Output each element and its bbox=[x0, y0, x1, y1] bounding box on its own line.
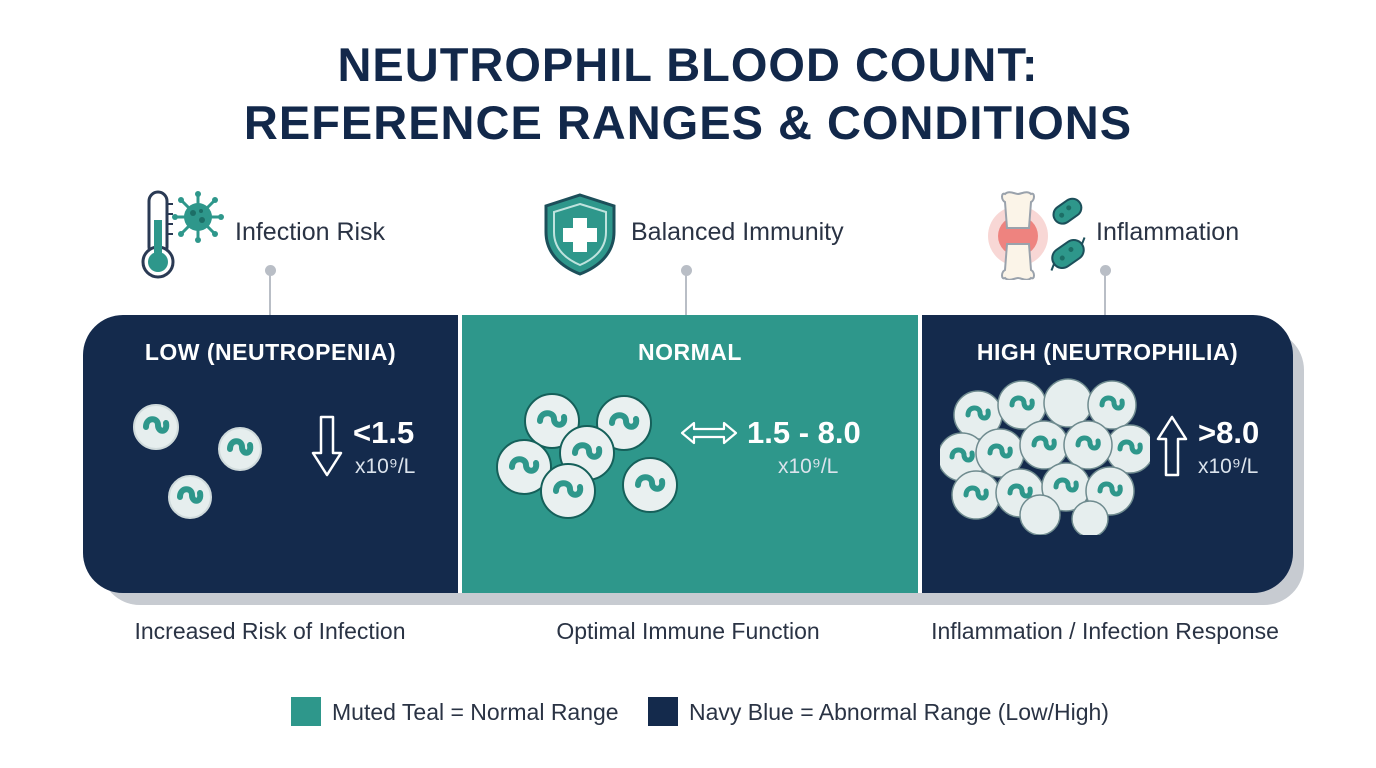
marker-inflammation: Inflammation bbox=[985, 180, 1265, 320]
legend-item-normal: Muted Teal = Normal Range bbox=[291, 697, 621, 727]
legend-item-abnormal: Navy Blue = Abnormal Range (Low/High) bbox=[648, 697, 1109, 727]
up-arrow-icon bbox=[1156, 415, 1188, 477]
shield-plus-icon bbox=[544, 193, 616, 276]
title-line-2: REFERENCE RANGES & CONDITIONS bbox=[243, 96, 1133, 149]
inflamed-joint-icon bbox=[988, 191, 1048, 280]
marker-stem bbox=[1104, 275, 1106, 315]
segment-unit: x10⁹/L bbox=[1198, 455, 1259, 478]
neutrophil-cells-normal bbox=[496, 393, 678, 519]
bacteria-icon bbox=[1050, 197, 1086, 271]
marker-dot bbox=[681, 265, 692, 276]
marker-label: Balanced Immunity bbox=[631, 218, 844, 246]
double-arrow-icon bbox=[680, 421, 738, 445]
segment-title: HIGH (NEUTROPHILIA) bbox=[976, 339, 1239, 365]
neutrophil-cells-sparse bbox=[133, 404, 262, 519]
marker-label: Inflammation bbox=[1096, 218, 1240, 246]
neutrophil-cell bbox=[133, 404, 179, 450]
caption-high: Inflammation / Infection Response bbox=[931, 618, 1279, 644]
segment-unit: x10⁹/L bbox=[778, 455, 839, 478]
marker-balanced-immunity: Balanced Immunity bbox=[540, 180, 860, 320]
legend-swatch-navy bbox=[648, 697, 678, 726]
marker-label: Infection Risk bbox=[235, 218, 386, 246]
segment-high: HIGH (NEUTROPHILIA) bbox=[922, 315, 1293, 593]
segment-title: NORMAL bbox=[638, 339, 742, 365]
marker-dot bbox=[1100, 265, 1111, 276]
legend-swatch-teal bbox=[291, 697, 321, 726]
legend-text: Navy Blue = Abnormal Range (Low/High) bbox=[689, 699, 1109, 725]
segment-unit: x10⁹/L bbox=[355, 455, 416, 478]
marker-infection-risk: Infection Risk bbox=[135, 180, 435, 320]
title-line-1: NEUTROPHIL BLOOD COUNT: bbox=[337, 38, 1039, 91]
page-title: NEUTROPHIL BLOOD COUNT: REFERENCE RANGES… bbox=[0, 36, 1376, 152]
marker-stem bbox=[269, 275, 271, 315]
thermometer-icon bbox=[141, 190, 175, 279]
neutrophil-cell bbox=[218, 427, 262, 471]
range-band: LOW (NEUTROPENIA) <1.5 x10⁹/L NORMAL bbox=[83, 315, 1293, 593]
down-arrow-icon bbox=[311, 415, 343, 477]
segment-low: LOW (NEUTROPENIA) <1.5 x10⁹/L bbox=[83, 315, 458, 593]
caption-low: Increased Risk of Infection bbox=[134, 618, 406, 644]
virus-icon bbox=[172, 191, 224, 243]
caption-normal: Optimal Immune Function bbox=[556, 618, 820, 644]
segment-value: 1.5 - 8.0 bbox=[747, 415, 861, 450]
marker-dot bbox=[265, 265, 276, 276]
segment-value: <1.5 bbox=[353, 415, 415, 450]
neutrophil-cell bbox=[168, 475, 212, 519]
segment-value: >8.0 bbox=[1198, 415, 1260, 450]
legend-text: Muted Teal = Normal Range bbox=[332, 699, 619, 725]
marker-stem bbox=[685, 275, 687, 315]
segment-title: LOW (NEUTROPENIA) bbox=[144, 339, 397, 365]
segment-normal: NORMAL 1.5 - 8.0 x10⁹/L bbox=[458, 315, 922, 593]
neutrophil-cells-dense bbox=[940, 378, 1150, 535]
